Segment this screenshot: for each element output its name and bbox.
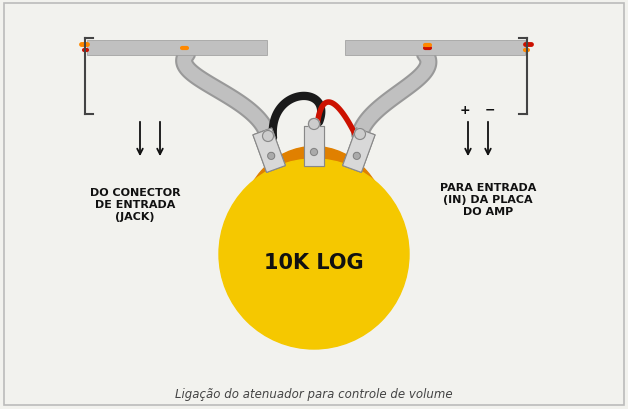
Text: −: − <box>485 103 495 116</box>
Circle shape <box>268 153 274 160</box>
Bar <box>343 129 375 173</box>
Text: 10K LOG: 10K LOG <box>264 252 364 272</box>
Text: +: + <box>460 103 470 116</box>
Circle shape <box>308 119 320 130</box>
Bar <box>253 129 285 173</box>
Bar <box>304 127 324 166</box>
Circle shape <box>308 119 320 130</box>
Circle shape <box>219 160 409 349</box>
Bar <box>345 41 525 56</box>
Bar <box>304 127 324 166</box>
Circle shape <box>354 129 365 140</box>
Text: PARA ENTRADA
(IN) DA PLACA
DO AMP: PARA ENTRADA (IN) DA PLACA DO AMP <box>440 183 536 216</box>
Circle shape <box>310 149 318 156</box>
Circle shape <box>263 131 274 142</box>
Circle shape <box>263 131 274 142</box>
Circle shape <box>310 149 318 156</box>
Circle shape <box>354 153 360 160</box>
Text: Ligação do atenuador para controle de volume: Ligação do atenuador para controle de vo… <box>175 388 453 400</box>
Circle shape <box>268 153 274 160</box>
Circle shape <box>354 153 360 160</box>
Bar <box>343 129 375 173</box>
Bar <box>87 41 267 56</box>
Ellipse shape <box>240 147 388 312</box>
Circle shape <box>354 129 365 140</box>
Bar <box>253 129 285 173</box>
Text: DO CONECTOR
DE ENTRADA
(JACK): DO CONECTOR DE ENTRADA (JACK) <box>90 188 180 221</box>
